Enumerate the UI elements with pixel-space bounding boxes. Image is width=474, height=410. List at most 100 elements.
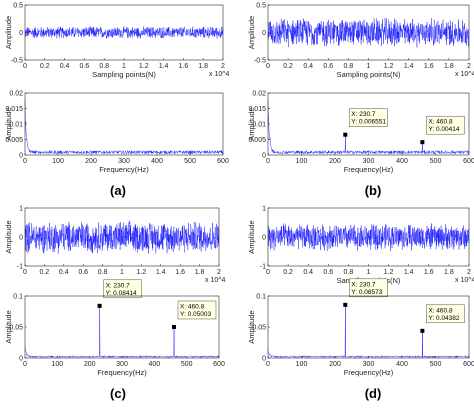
x-tick-label: 300	[363, 361, 375, 368]
x-tick-label: 300	[116, 361, 128, 368]
y-tick-label: 0.015	[5, 106, 23, 113]
x-tick-label: 0.4	[303, 63, 313, 70]
x-tick-label: 0.6	[80, 63, 90, 70]
y-tick-label: 0.5	[13, 2, 23, 9]
datatip-y-label: Y: 0.05003	[180, 311, 211, 318]
peak-marker	[343, 302, 348, 307]
y-tick-label: 0.015	[248, 106, 266, 113]
x-tick-label: 1.4	[159, 63, 169, 70]
x-tick-label: 0.2	[283, 269, 293, 276]
x-axis-label: Frequency(Hz)	[344, 368, 394, 377]
y-tick-label: -0.5	[254, 57, 266, 64]
x-tick-label: 0.8	[344, 63, 354, 70]
x-axis-label: Frequency(Hz)	[344, 165, 394, 174]
x-tick-label: 0.6	[323, 269, 333, 276]
x-tick-label: 0.4	[59, 269, 69, 276]
x-tick-label: 400	[396, 361, 408, 368]
x-tick-label: 1.6	[424, 63, 434, 70]
y-axis-label: Amplitude	[4, 310, 13, 343]
y-tick-label: 0.02	[252, 90, 266, 97]
y-tick-label: -1	[17, 263, 23, 270]
y-axis-label: Amplitude	[4, 16, 13, 49]
time-axes: 0 0.2 0.4 0.6 0.8 1 1.2 1.4 1.6 1.8 2-101Amplitude…	[4, 205, 226, 284]
peak-marker	[420, 328, 425, 333]
y-tick-label: 0	[19, 355, 23, 362]
x-tick-label: 1	[120, 269, 124, 276]
y-axis-label: Amplitude	[4, 220, 13, 253]
y-axis-label: Amplitude	[4, 107, 13, 140]
x-tick-label: 600	[463, 158, 474, 165]
x-tick-label: 600	[213, 361, 225, 368]
datatip-x-label: X: 460.8	[180, 303, 205, 310]
x-tick-label: 200	[329, 158, 341, 165]
x-tick-label: 0	[23, 361, 27, 368]
x-tick-label: 100	[296, 158, 308, 165]
datatip-box	[103, 279, 142, 299]
datatip-y-label: Y: 0.006551	[351, 119, 386, 126]
x-tick-label: 0.6	[78, 269, 88, 276]
x-tick-label: 1.6	[175, 269, 185, 276]
time-axes: 0 0.2 0.4 0.6 0.8 1 1.2 1.4 1.6 1.8 2-0.500.5Ampli…	[247, 2, 474, 79]
x-tick-label: 0.6	[323, 63, 333, 70]
y-axis-label: Amplitude	[247, 107, 256, 140]
signal-series-line	[267, 223, 470, 252]
y-axis-label: Amplitude	[247, 220, 256, 253]
x-axis-label: Frequency(Hz)	[99, 165, 149, 174]
y-tick-label: 0.005	[5, 137, 23, 144]
x-tick-label: 1.4	[404, 63, 414, 70]
x-tick-label: 0.2	[40, 269, 50, 276]
y-tick-label: 0.05	[9, 324, 23, 331]
time-axes: 0 0.2 0.4 0.6 0.8 1 1.2 1.4 1.6 1.8 2-101Amplitude…	[247, 205, 474, 285]
x-tick-label: 1.4	[156, 269, 166, 276]
y-tick-label: 1	[262, 205, 266, 212]
x-exponent-label: x 10^4	[205, 277, 226, 284]
peak-marker	[343, 132, 348, 137]
time-axes: 0 0.2 0.4 0.6 0.8 1 1.2 1.4 1.6 1.8 2-0.500.5Ampli…	[4, 2, 230, 79]
y-axis-label: Amplitude	[247, 310, 256, 343]
x-tick-label: 0	[266, 269, 270, 276]
y-tick-label: 0	[19, 30, 23, 37]
y-tick-label: 0.005	[248, 137, 266, 144]
y-tick-label: 0	[19, 152, 23, 159]
signal-series-line	[24, 220, 220, 254]
y-tick-label: 0	[262, 30, 266, 37]
y-axis-label: Amplitude	[247, 16, 256, 49]
datatip-box	[426, 304, 465, 324]
panel-label: (d)	[365, 386, 382, 401]
x-tick-label: 1	[367, 269, 371, 276]
datatip-box	[177, 300, 217, 320]
x-tick-label: 1.6	[424, 269, 434, 276]
x-exponent-label: x 10^4	[455, 71, 474, 78]
datatip-box	[349, 278, 388, 298]
datatip-x-label: X: 230.7	[351, 111, 376, 118]
spectrum-axes: X: 230.7Y: 0.08573 X: 460.8Y: 0.04382 0 100…	[247, 278, 474, 377]
x-axis-label: Frequency(Hz)	[97, 368, 147, 377]
x-tick-label: 0	[266, 63, 270, 70]
datatip-x-label: X: 230.7	[106, 282, 131, 289]
peak-marker	[420, 140, 425, 145]
x-tick-label: 600	[463, 361, 474, 368]
x-tick-label: 1	[367, 63, 371, 70]
datatip-y-label: Y: 0.08414	[106, 290, 137, 297]
x-tick-label: 0.8	[99, 63, 109, 70]
x-exponent-label: x 10^4	[455, 277, 474, 284]
spectrum-series-line	[267, 99, 470, 155]
x-tick-label: 0	[23, 269, 27, 276]
x-tick-label: 400	[396, 158, 408, 165]
y-tick-label: 0.01	[252, 121, 266, 128]
panel-label: (b)	[365, 183, 382, 198]
y-tick-label: 0.05	[252, 324, 266, 331]
datatip-y-label: Y: 0.08573	[351, 289, 382, 296]
x-tick-label: 1.6	[179, 63, 189, 70]
datatip-box	[349, 108, 388, 127]
spectrum-axes: 0 100 200 300 400 500 600 0 0.005 0.01 0.015 0.02 Am…	[4, 90, 229, 174]
x-tick-label: 300	[118, 158, 130, 165]
y-tick-label: 0	[262, 234, 266, 241]
x-tick-label: 2	[221, 63, 225, 70]
datatip-x-label: X: 230.7	[351, 281, 376, 288]
datatip-y-label: Y: 0.04382	[428, 315, 459, 322]
x-tick-label: 0.8	[344, 269, 354, 276]
x-tick-label: 0	[23, 63, 27, 70]
